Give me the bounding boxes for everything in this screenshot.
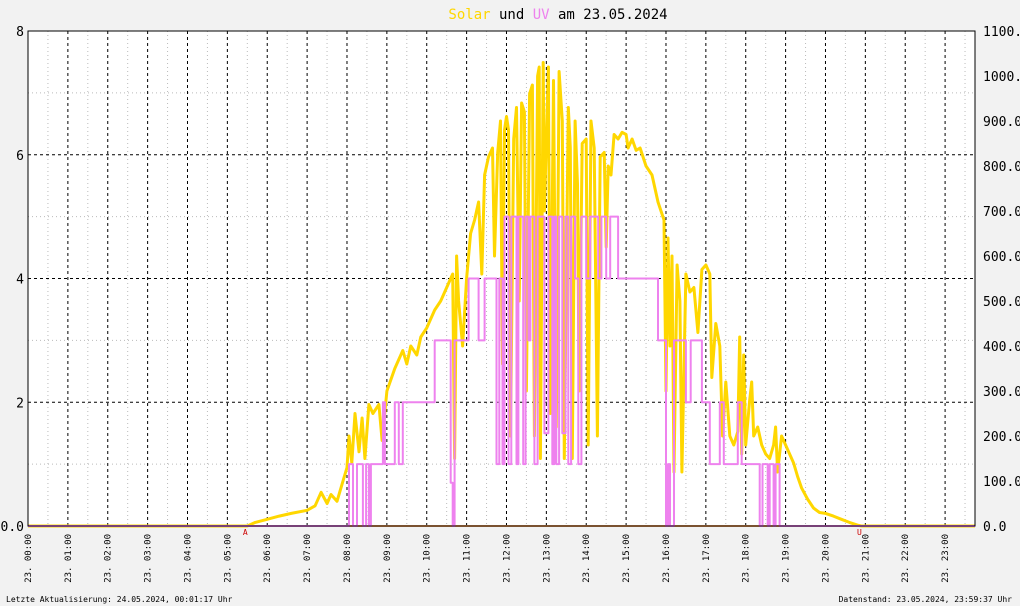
- y-left-tick-label: 2: [16, 396, 24, 411]
- y-right-tick-label: 1100.0: [983, 25, 1020, 40]
- x-tick-label: 23. 09:00: [383, 534, 393, 583]
- x-tick-label: 23. 12:00: [502, 534, 512, 583]
- x-tick-label: 23. 17:00: [702, 534, 712, 583]
- x-tick-label: 23. 04:00: [183, 534, 193, 583]
- plot-frame: [27, 30, 976, 527]
- title-part: und: [491, 7, 533, 23]
- x-tick-label: 23. 05:00: [223, 534, 233, 583]
- y-right-tick-label: 700.0: [983, 205, 1020, 220]
- series-line-uv: [28, 215, 975, 527]
- series-line-solar: [28, 61, 975, 528]
- x-tick-label: 23. 23:00: [941, 534, 951, 583]
- x-tick-label: 23. 16:00: [662, 534, 672, 583]
- x-tick-label: 23. 06:00: [263, 534, 273, 583]
- x-tick-label: 23. 07:00: [303, 534, 313, 583]
- x-tick-label: 23. 13:00: [542, 534, 552, 583]
- axes: 23. 00:00 23. 01:00 23. 02:00 23. 03:00 23. …: [1, 25, 1020, 583]
- x-tick-label: 23. 02:00: [104, 534, 114, 583]
- x-tick-label: 23. 19:00: [782, 534, 792, 583]
- y-right-tick-label: 900.0: [983, 115, 1020, 130]
- marker-u: U: [857, 528, 862, 537]
- y-left-tick-label: 0.0: [1, 520, 24, 535]
- y-right-tick-label: 0.0: [983, 520, 1006, 535]
- x-tick-label: 23. 20:00: [821, 534, 831, 583]
- marker-a: A: [243, 528, 248, 537]
- y-right-tick-label: 400.0: [983, 340, 1020, 355]
- x-tick-label: 23. 22:00: [901, 534, 911, 583]
- y-right-tick-label: 800.0: [983, 160, 1020, 175]
- y-left-tick-label: 8: [16, 25, 24, 40]
- title-part: Solar: [448, 7, 490, 23]
- x-tick-label: 23. 10:00: [423, 534, 433, 583]
- y-left-tick-label: 4: [16, 273, 24, 288]
- chart-title: Solar und UV am 23.05.2024: [448, 7, 667, 23]
- x-tick-label: 23. 14:00: [582, 534, 592, 583]
- x-tick-label: 23. 21:00: [861, 534, 871, 583]
- y-right-tick-label: 200.0: [983, 430, 1020, 445]
- footer-data-status: Datenstand: 23.05.2024, 23:59:37 Uhr: [839, 595, 1013, 604]
- x-tick-label: 23. 00:00: [24, 534, 34, 583]
- y-left-tick-label: 6: [16, 149, 24, 164]
- y-right-tick-label: 300.0: [983, 385, 1020, 400]
- y-right-tick-label: 1000.0: [983, 70, 1020, 85]
- x-tick-label: 23. 11:00: [463, 534, 473, 583]
- y-right-tick-label: 600.0: [983, 250, 1020, 265]
- y-right-tick-label: 100.0: [983, 475, 1020, 490]
- footer-last-update: Letzte Aktualisierung: 24.05.2024, 00:01…: [6, 595, 233, 604]
- title-part: UV: [533, 7, 550, 23]
- x-tick-label: 23. 01:00: [64, 534, 74, 583]
- x-tick-label: 23. 15:00: [622, 534, 632, 583]
- y-right-tick-label: 500.0: [983, 295, 1020, 310]
- title-part: am 23.05.2024: [550, 7, 668, 23]
- x-tick-label: 23. 08:00: [343, 534, 353, 583]
- x-tick-label: 23. 18:00: [742, 534, 752, 583]
- x-tick-label: 23. 03:00: [144, 534, 154, 583]
